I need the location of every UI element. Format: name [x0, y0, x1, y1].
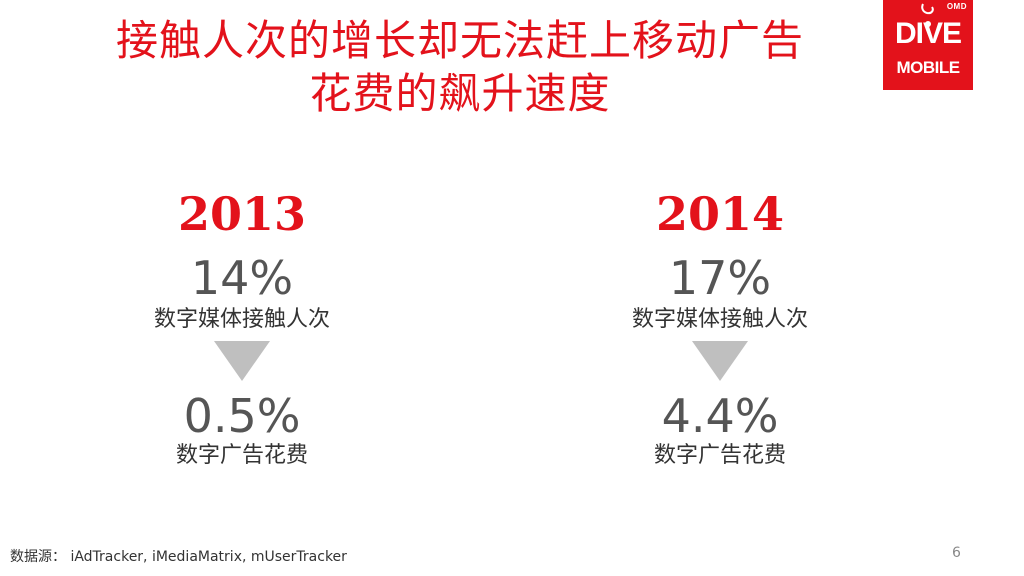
slide-title-line-1: 接触人次的增长却无法赶上移动广告 [115, 16, 804, 65]
spend-growth-label: 数字广告花费 [653, 443, 786, 468]
year-label: 2014 [655, 187, 785, 241]
stat-column-2014: 2014 17% 数字媒体接触人次 4.4% 数字广告花费 [570, 180, 870, 480]
stat-column-2013: 2013 14% 数字媒体接触人次 0.5% 数字广告花费 [92, 180, 392, 480]
logo-omd-text: OMD [946, 2, 967, 11]
triangle-down-icon [214, 341, 270, 381]
page-number: 6 [952, 545, 961, 561]
spend-growth-label: 数字广告花费 [175, 443, 308, 468]
logo-dive-text: DIVE [894, 17, 962, 50]
data-source-note: 数据源： iAdTracker, iMediaMatrix, mUserTrac… [10, 549, 347, 565]
logo-mobile-text: MOBILE [896, 58, 960, 77]
spend-growth-value: 0.5% [183, 389, 301, 443]
slide-title: 接触人次的增长却无法赶上移动广告 花费的飙升速度 [60, 14, 860, 120]
reach-growth-value: 14% [190, 251, 294, 305]
reach-growth-label: 数字媒体接触人次 [631, 307, 808, 332]
reach-growth-value: 17% [668, 251, 772, 305]
triangle-down-icon [692, 341, 748, 381]
year-label: 2013 [177, 187, 307, 241]
dive-mobile-logo: OMD DIVE MOBILE [883, 0, 973, 90]
slide-title-line-2: 花费的飙升速度 [309, 69, 611, 118]
snorkel-icon [921, 3, 934, 27]
spend-growth-value: 4.4% [661, 389, 779, 443]
reach-growth-label: 数字媒体接触人次 [153, 307, 330, 332]
